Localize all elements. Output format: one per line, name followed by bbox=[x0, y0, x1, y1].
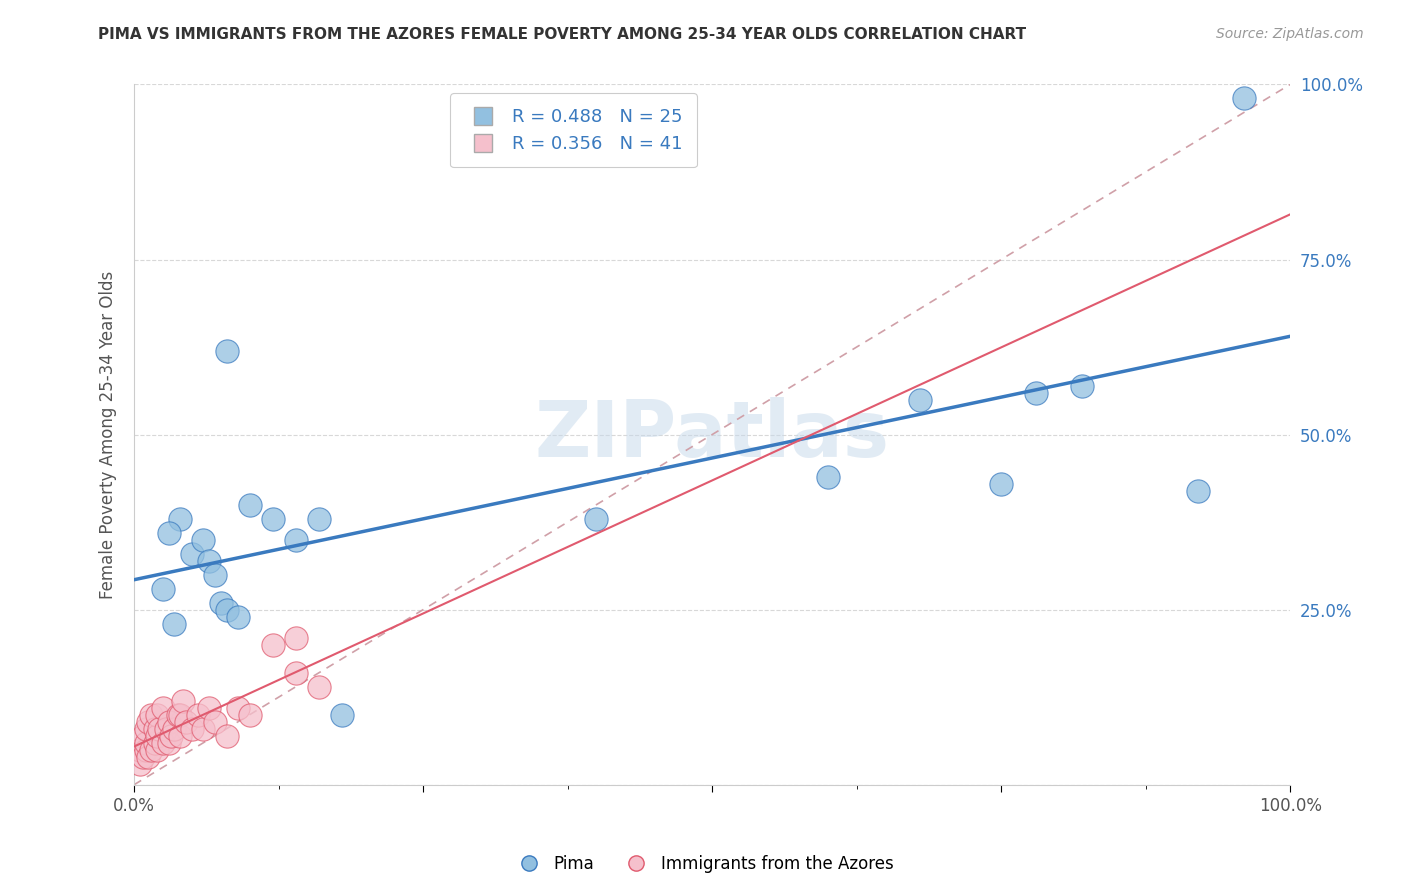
Text: PIMA VS IMMIGRANTS FROM THE AZORES FEMALE POVERTY AMONG 25-34 YEAR OLDS CORRELAT: PIMA VS IMMIGRANTS FROM THE AZORES FEMAL… bbox=[98, 27, 1026, 42]
Point bbox=[193, 533, 215, 547]
Point bbox=[163, 616, 186, 631]
Point bbox=[163, 722, 186, 736]
Point bbox=[135, 722, 157, 736]
Point bbox=[157, 525, 180, 540]
Point bbox=[128, 743, 150, 757]
Point bbox=[1187, 483, 1209, 498]
Point bbox=[198, 700, 221, 714]
Point bbox=[284, 533, 307, 547]
Point bbox=[239, 707, 262, 722]
Point bbox=[239, 498, 262, 512]
Point bbox=[157, 714, 180, 729]
Text: ZIPatlas: ZIPatlas bbox=[534, 397, 890, 473]
Point bbox=[226, 609, 249, 624]
Y-axis label: Female Poverty Among 25-34 Year Olds: Female Poverty Among 25-34 Year Olds bbox=[100, 270, 117, 599]
Point bbox=[908, 392, 931, 407]
Point bbox=[146, 707, 169, 722]
Point bbox=[169, 511, 191, 525]
Point bbox=[990, 476, 1012, 491]
Point bbox=[193, 722, 215, 736]
Point bbox=[152, 700, 174, 714]
Point bbox=[167, 707, 190, 722]
Point bbox=[132, 749, 155, 764]
Point bbox=[146, 729, 169, 743]
Point bbox=[215, 729, 238, 743]
Point bbox=[146, 743, 169, 757]
Point bbox=[262, 638, 284, 652]
Point bbox=[143, 736, 166, 750]
Point bbox=[141, 707, 163, 722]
Point bbox=[226, 700, 249, 714]
Point bbox=[1071, 378, 1094, 392]
Text: Source: ZipAtlas.com: Source: ZipAtlas.com bbox=[1216, 27, 1364, 41]
Point bbox=[204, 714, 226, 729]
Point bbox=[136, 749, 159, 764]
Point bbox=[169, 729, 191, 743]
Point bbox=[180, 722, 202, 736]
Point bbox=[157, 736, 180, 750]
Point bbox=[160, 729, 183, 743]
Point bbox=[1233, 91, 1256, 105]
Point bbox=[284, 631, 307, 645]
Point bbox=[204, 567, 226, 582]
Point bbox=[169, 707, 191, 722]
Point bbox=[1025, 385, 1047, 400]
Point bbox=[143, 722, 166, 736]
Legend: R = 0.488   N = 25, R = 0.356   N = 41: R = 0.488 N = 25, R = 0.356 N = 41 bbox=[450, 94, 696, 168]
Point bbox=[215, 602, 238, 616]
Point bbox=[330, 707, 353, 722]
Point bbox=[155, 722, 177, 736]
Point bbox=[136, 714, 159, 729]
Point bbox=[585, 511, 607, 525]
Point bbox=[187, 707, 209, 722]
Point bbox=[141, 743, 163, 757]
Point bbox=[308, 511, 330, 525]
Point bbox=[262, 511, 284, 525]
Point bbox=[135, 743, 157, 757]
Point bbox=[128, 756, 150, 771]
Point bbox=[209, 596, 232, 610]
Point bbox=[152, 582, 174, 596]
Point bbox=[135, 736, 157, 750]
Point bbox=[174, 714, 197, 729]
Legend: Pima, Immigrants from the Azores: Pima, Immigrants from the Azores bbox=[505, 848, 901, 880]
Point bbox=[817, 469, 839, 483]
Point bbox=[172, 694, 194, 708]
Point bbox=[132, 729, 155, 743]
Point bbox=[215, 343, 238, 358]
Point bbox=[284, 665, 307, 680]
Point bbox=[152, 736, 174, 750]
Point bbox=[148, 722, 170, 736]
Point bbox=[198, 554, 221, 568]
Point bbox=[308, 680, 330, 694]
Point bbox=[180, 547, 202, 561]
